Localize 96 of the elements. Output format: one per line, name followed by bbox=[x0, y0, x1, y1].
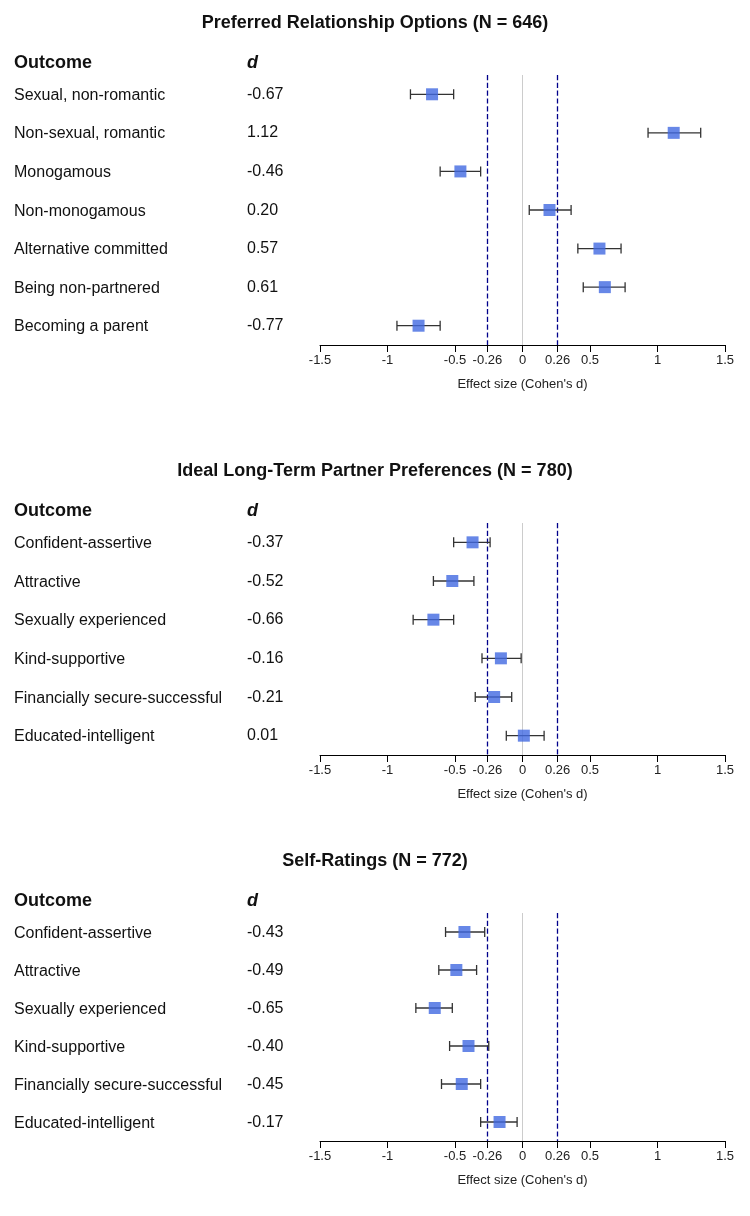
data-label: -0.16 bbox=[247, 648, 284, 666]
point bbox=[455, 1078, 468, 1090]
category-label: Attractive bbox=[14, 572, 81, 590]
point bbox=[458, 926, 471, 938]
category-label: Attractive bbox=[14, 961, 81, 979]
category-label: Becoming a parent bbox=[14, 317, 149, 335]
y-axis-title: Outcome bbox=[14, 52, 93, 72]
x-axis-title: Effect size (Cohen's d) bbox=[457, 786, 588, 801]
x-axis-title: Effect size (Cohen's d) bbox=[457, 1172, 588, 1187]
x-tick-label: 1 bbox=[653, 1148, 662, 1163]
x-tick-label: 0 bbox=[518, 762, 527, 777]
category-label: Kind-supportive bbox=[14, 1037, 126, 1055]
chart-title: Preferred Relationship Options (N = 646) bbox=[201, 12, 549, 32]
data-label: -0.65 bbox=[247, 998, 284, 1016]
x-tick-label: 1.5 bbox=[715, 1148, 735, 1163]
category-label: Educated-intelligent bbox=[14, 727, 155, 745]
category-label: Non-monogamous bbox=[14, 201, 146, 219]
data-label: 0.61 bbox=[247, 277, 279, 295]
point bbox=[428, 1002, 441, 1014]
x-tick-label: 0.5 bbox=[580, 762, 600, 777]
data-label: -0.49 bbox=[247, 960, 284, 978]
data-label: -0.46 bbox=[247, 161, 284, 179]
category-label: Confident-assertive bbox=[14, 923, 152, 941]
point bbox=[488, 691, 501, 703]
chart-title: Ideal Long-Term Partner Preferences (N = 780) bbox=[177, 460, 573, 480]
x-tick-label: 0 bbox=[518, 352, 527, 367]
point bbox=[426, 88, 439, 101]
x-tick-label: -0.5 bbox=[443, 762, 467, 777]
data-label: -0.45 bbox=[247, 1074, 284, 1092]
point bbox=[454, 165, 467, 178]
data-label: -0.52 bbox=[247, 571, 284, 589]
category-label: Sexual, non-romantic bbox=[14, 85, 166, 103]
category-label: Financially secure-successful bbox=[14, 1075, 223, 1093]
data-label: -0.43 bbox=[247, 922, 284, 940]
data-label: 0.01 bbox=[247, 726, 279, 744]
x-tick-label: -1 bbox=[381, 762, 394, 777]
data-label: -0.21 bbox=[247, 687, 284, 705]
x-tick-label: 0.26 bbox=[544, 352, 571, 367]
category-label: Sexually experienced bbox=[14, 999, 167, 1017]
category-label: Non-sexual, romantic bbox=[14, 124, 166, 142]
point bbox=[450, 964, 463, 976]
category-label: Confident-assertive bbox=[14, 533, 152, 551]
x-tick-label: 0 bbox=[518, 1148, 527, 1163]
x-tick-label: -0.5 bbox=[443, 352, 467, 367]
point bbox=[427, 613, 440, 626]
text: d bbox=[247, 890, 259, 910]
x-tick-label: -1.5 bbox=[308, 352, 332, 367]
x-tick-label: 0.5 bbox=[580, 352, 600, 367]
x-tick-label: 1.5 bbox=[715, 352, 735, 367]
x-tick-label: 0.5 bbox=[580, 1148, 600, 1163]
point bbox=[446, 575, 459, 587]
point bbox=[598, 281, 611, 294]
x-tick-label: -1.5 bbox=[308, 1148, 332, 1163]
x-axis-title: Effect size (Cohen's d) bbox=[457, 376, 588, 391]
category-label: Sexually experienced bbox=[14, 611, 167, 629]
data-label: -0.66 bbox=[247, 610, 284, 628]
data-label: -0.40 bbox=[247, 1036, 284, 1054]
point bbox=[494, 652, 507, 665]
text: d bbox=[247, 52, 259, 72]
x-tick-label: 0.26 bbox=[544, 762, 571, 777]
x-tick-label: 1.5 bbox=[715, 762, 735, 777]
point bbox=[543, 204, 556, 216]
point bbox=[493, 1116, 506, 1128]
x-tick-label: 1 bbox=[653, 762, 662, 777]
category-label: Alternative committed bbox=[14, 240, 168, 258]
point bbox=[462, 1040, 475, 1052]
x-tick-label: 1 bbox=[653, 352, 662, 367]
category-label: Monogamous bbox=[14, 162, 111, 180]
x-tick-label: -1 bbox=[381, 352, 394, 367]
data-label: -0.37 bbox=[247, 532, 284, 550]
x-tick-label: -0.5 bbox=[443, 1148, 467, 1163]
data-label: 0.20 bbox=[247, 200, 279, 218]
category-label: Kind-supportive bbox=[14, 649, 126, 667]
data-label: -0.77 bbox=[247, 316, 284, 334]
point bbox=[667, 126, 680, 139]
data-label: -0.67 bbox=[247, 84, 284, 102]
point bbox=[517, 729, 530, 742]
category-label: Financially secure-successful bbox=[14, 688, 223, 706]
x-tick-label: -0.26 bbox=[472, 1148, 503, 1163]
category-label: Being non-partnered bbox=[14, 278, 160, 296]
x-tick-label: -1.5 bbox=[308, 762, 332, 777]
point bbox=[593, 242, 606, 255]
data-label: 1.12 bbox=[247, 123, 279, 141]
x-tick-label: -1 bbox=[381, 1148, 394, 1163]
data-label: -0.17 bbox=[247, 1112, 284, 1130]
x-tick-label: 0.26 bbox=[544, 1148, 571, 1163]
text: d bbox=[247, 500, 259, 520]
chart-title: Self-Ratings (N = 772) bbox=[282, 850, 468, 870]
x-tick-label: -0.26 bbox=[472, 762, 503, 777]
data-label: 0.57 bbox=[247, 239, 279, 257]
x-tick-label: -0.26 bbox=[472, 352, 503, 367]
y-axis-title: Outcome bbox=[14, 890, 93, 910]
point bbox=[412, 319, 425, 332]
y-axis-title: Outcome bbox=[14, 500, 93, 520]
point bbox=[466, 536, 479, 549]
category-label: Educated-intelligent bbox=[14, 1113, 155, 1131]
